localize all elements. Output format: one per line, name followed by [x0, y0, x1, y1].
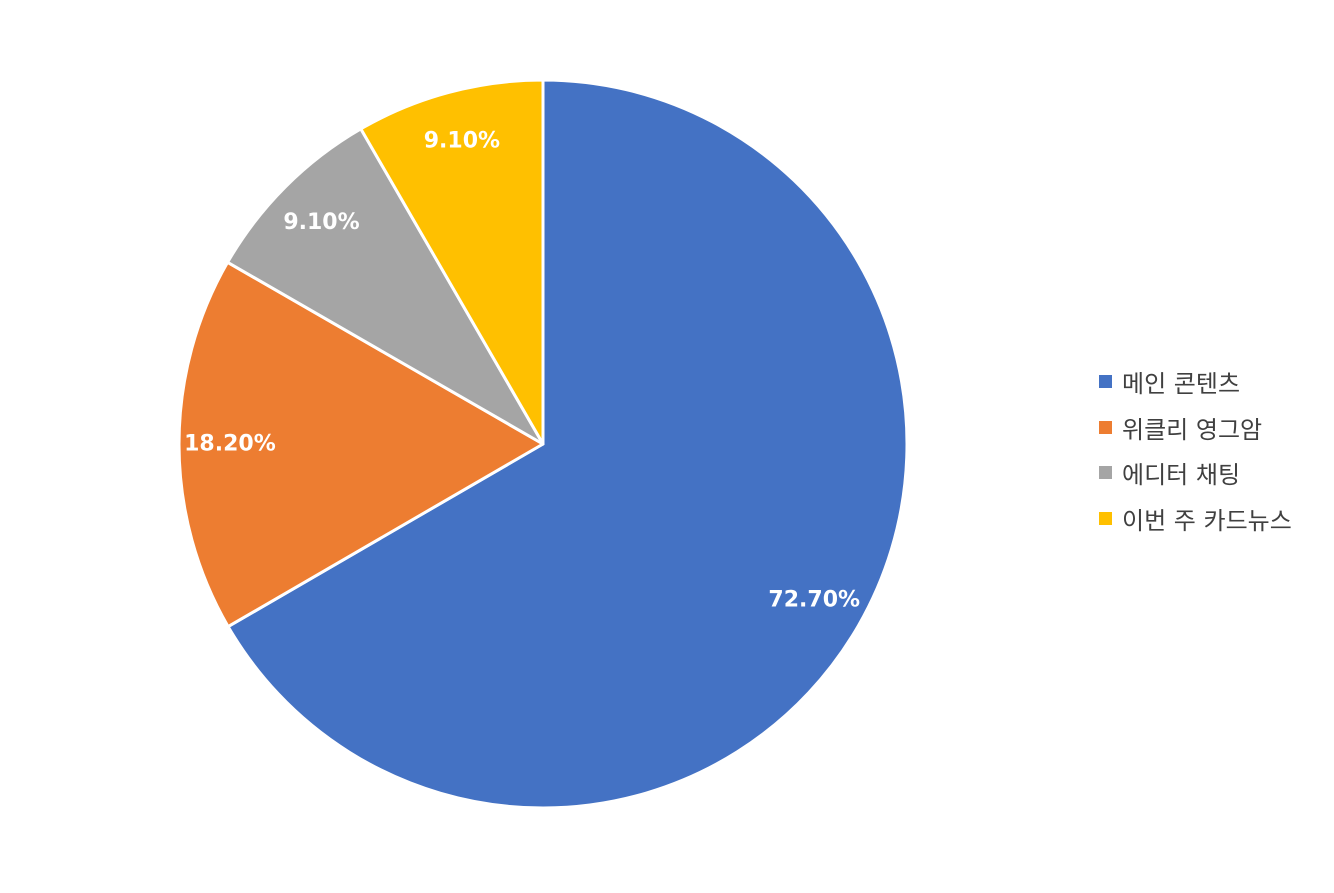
legend-swatch: [1099, 511, 1112, 525]
pie-slice-main-content: [226, 78, 909, 810]
legend-item-main-content: 메인 콘텐츠: [1099, 359, 1292, 405]
legend-item-editor-chat: 에디터 채팅: [1099, 450, 1292, 496]
pie-slice-editor-chat: [226, 127, 545, 446]
data-label-main-content: 72.70%: [768, 587, 860, 612]
data-label-card-news: 9.10%: [424, 129, 500, 154]
legend-item-weekly: 위클리 영그암: [1099, 405, 1292, 451]
pie-slice-card-news: [359, 78, 545, 446]
legend-label: 이번 주 카드뉴스: [1122, 506, 1292, 535]
legend-label: 메인 콘텐츠: [1122, 370, 1241, 399]
legend-swatch: [1099, 420, 1112, 434]
legend-item-card-news: 이번 주 카드뉴스: [1099, 496, 1292, 542]
legend-swatch: [1099, 466, 1112, 480]
legend-label: 위클리 영그암: [1122, 415, 1263, 444]
legend-label: 에디터 채팅: [1122, 461, 1241, 490]
pie-slice-weekly: [177, 260, 545, 629]
data-label-editor-chat: 9.10%: [283, 210, 359, 235]
legend-swatch: [1099, 375, 1112, 389]
data-label-weekly: 18.20%: [184, 431, 276, 456]
legend: 메인 콘텐츠 위클리 영그암 에디터 채팅 이번 주 카드뉴스: [1099, 359, 1292, 541]
